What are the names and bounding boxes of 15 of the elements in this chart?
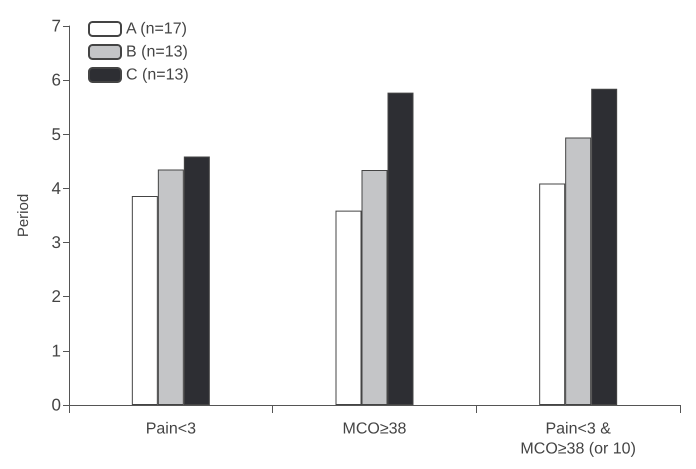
y-axis-title: Period [15, 194, 32, 238]
legend-label: C (n=13) [126, 66, 189, 84]
y-tick-label: 4 [52, 178, 61, 198]
legend-label: A (n=17) [126, 20, 187, 38]
y-tick-label: 7 [52, 16, 61, 36]
y-tick-label: 1 [52, 341, 61, 360]
y-tick-label: 0 [52, 396, 61, 414]
x-tick-label: Pain<3 [146, 420, 196, 438]
y-tick-label: 5 [52, 124, 61, 144]
y-tick-label: 2 [52, 287, 61, 306]
x-tick-label: MCO≥38 [342, 420, 407, 438]
legend-label: B (n=13) [126, 44, 188, 60]
x-tick-label: Pain<3 & MCO≥38 (or 10) [520, 420, 636, 458]
y-tick-label: 3 [52, 233, 61, 252]
y-tick-label: 6 [52, 70, 61, 90]
